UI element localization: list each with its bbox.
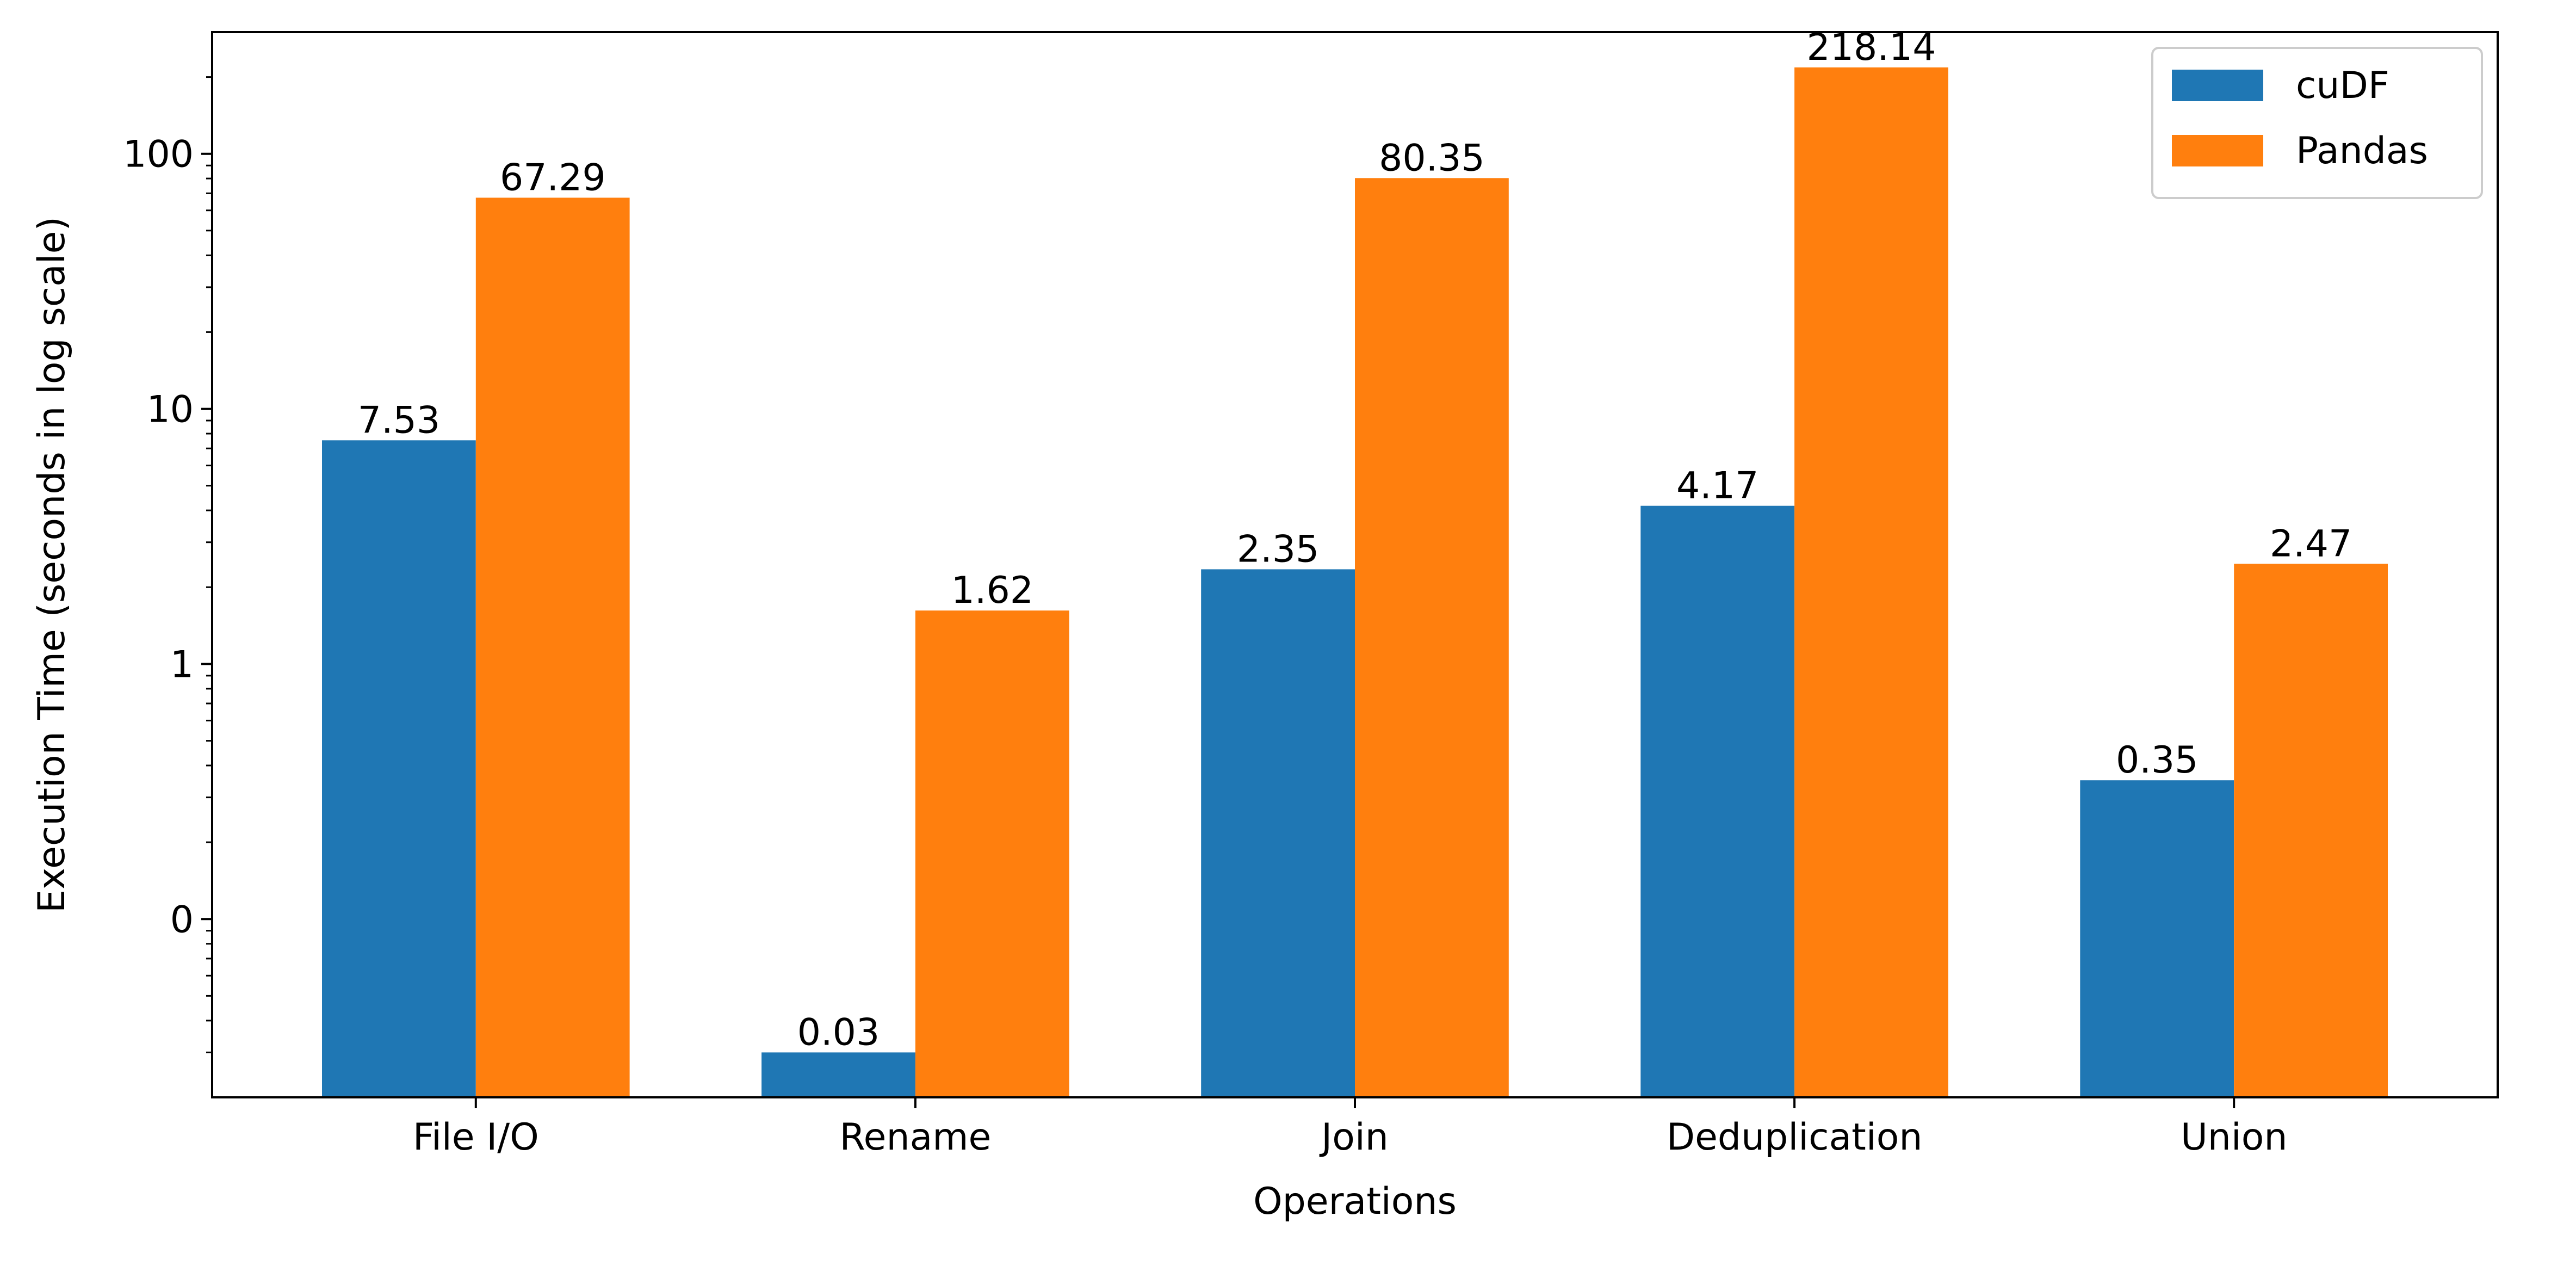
legend-swatch-pandas xyxy=(2172,135,2263,166)
bar-cudf-0 xyxy=(322,440,476,1097)
x-tick-label: Union xyxy=(2181,1116,2287,1159)
x-tick-label: Deduplication xyxy=(1667,1116,1923,1159)
y-tick-label: 10 xyxy=(146,388,194,431)
data-label: 218.14 xyxy=(1807,26,1936,69)
bar-pandas-0 xyxy=(475,197,630,1097)
bars-layer xyxy=(322,67,2388,1098)
data-label: 0.03 xyxy=(797,1011,880,1054)
bar-pandas-3 xyxy=(1794,67,1948,1097)
bar-cudf-3 xyxy=(1640,505,1795,1098)
bar-cudf-4 xyxy=(2080,780,2234,1097)
legend-swatch-cudf xyxy=(2172,70,2263,101)
x-axis-title: Operations xyxy=(1253,1180,1457,1223)
data-label: 7.53 xyxy=(358,399,440,442)
data-label: 0.35 xyxy=(2116,739,2198,782)
bar-pandas-2 xyxy=(1355,178,1509,1097)
data-label: 2.47 xyxy=(2270,522,2352,565)
x-tick-label: Rename xyxy=(839,1116,991,1159)
x-tick-label: Join xyxy=(1319,1116,1389,1159)
y-tick-label: 0 xyxy=(170,898,194,941)
y-tick-label: 1 xyxy=(170,643,194,686)
y-axis-title: Execution Time (seconds in log scale) xyxy=(30,217,73,913)
bar-pandas-4 xyxy=(2234,564,2388,1097)
data-label: 67.29 xyxy=(500,156,606,199)
legend-label-pandas: Pandas xyxy=(2296,129,2428,172)
data-label: 4.17 xyxy=(1676,465,1758,508)
x-tick-label: File I/O xyxy=(413,1116,539,1159)
data-labels-layer: 7.53 67.29 0.03 1.62 2.35 80.35 4.17 218.14 0.35… xyxy=(358,26,2352,1054)
bar-pandas-1 xyxy=(915,610,1069,1097)
data-label: 80.35 xyxy=(1379,137,1485,180)
legend-label-cudf: cuDF xyxy=(2296,64,2389,107)
data-label: 1.62 xyxy=(951,569,1033,612)
y-tick-label: 100 xyxy=(123,133,194,176)
axes-layer: File I/O Rename Join Deduplication Union 0 1 10… xyxy=(123,31,2499,1159)
legend: cuDF Pandas xyxy=(2151,47,2483,199)
data-label: 2.35 xyxy=(1237,528,1319,571)
bar-cudf-2 xyxy=(1201,569,1355,1097)
bar-cudf-1 xyxy=(761,1052,915,1097)
